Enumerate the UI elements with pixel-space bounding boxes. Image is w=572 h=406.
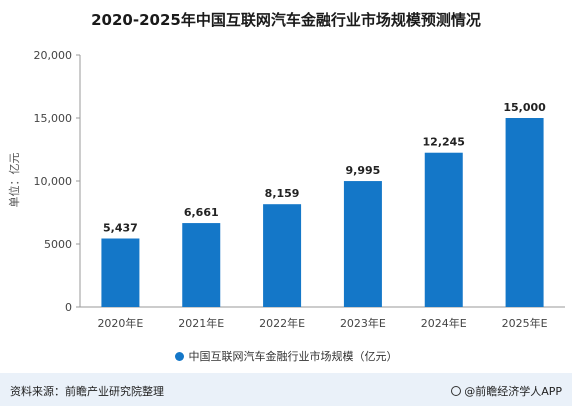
legend-label: 中国互联网汽车金融行业市场规模（亿元） xyxy=(188,350,398,363)
data-label: 12,245 xyxy=(423,136,465,149)
data-label: 6,661 xyxy=(184,206,219,219)
brand-text: @前瞻经济学人APP xyxy=(464,385,562,398)
x-tick-label: 2023年E xyxy=(340,316,386,330)
data-label: 5,437 xyxy=(103,221,138,234)
bar xyxy=(182,223,221,307)
y-tick-label: 5000 xyxy=(44,238,72,251)
bar xyxy=(505,118,544,307)
y-ticks: 0 5000 10,000 15,000 20,000 xyxy=(34,49,80,314)
data-label: 15,000 xyxy=(503,101,546,114)
footer: 资料来源：前瞻产业研究院整理 @前瞻经济学人APP xyxy=(0,373,572,406)
chart-title: 2020-2025年中国互联网汽车金融行业市场规模预测情况 xyxy=(91,11,481,29)
bar xyxy=(263,204,302,307)
legend-marker xyxy=(174,352,184,361)
x-ticks: 2020年E 2021年E 2022年E 2023年E 2024年E 2025年E xyxy=(97,316,547,330)
x-tick-label: 2021年E xyxy=(178,316,224,330)
legend: 中国互联网汽车金融行业市场规模（亿元） xyxy=(0,348,572,364)
bar-chart: 单位：亿元 0 5000 10,000 15,000 20,000 5,437 6,661… xyxy=(7,49,565,330)
brand-credit: @前瞻经济学人APP xyxy=(451,383,562,399)
data-label: 9,995 xyxy=(346,164,381,177)
y-tick-label: 10,000 xyxy=(34,175,73,188)
bar xyxy=(343,181,382,307)
y-axis-label: 单位：亿元 xyxy=(7,153,21,208)
bar xyxy=(424,152,463,307)
x-tick-label: 2020年E xyxy=(97,316,143,330)
x-tick-label: 2022年E xyxy=(259,316,305,330)
y-tick-label: 20,000 xyxy=(34,49,73,62)
source-note: 资料来源：前瞻产业研究院整理 xyxy=(10,385,164,398)
bars xyxy=(101,118,544,307)
brand-logo-icon xyxy=(451,386,462,396)
y-tick-label: 0 xyxy=(65,301,72,314)
y-tick-label: 15,000 xyxy=(34,112,73,125)
bar xyxy=(101,238,140,307)
x-tick-label: 2024年E xyxy=(421,316,467,330)
data-label: 8,159 xyxy=(265,187,300,200)
x-tick-label: 2025年E xyxy=(502,316,548,330)
data-labels: 5,437 6,661 8,159 9,995 12,245 15,000 xyxy=(103,101,546,234)
